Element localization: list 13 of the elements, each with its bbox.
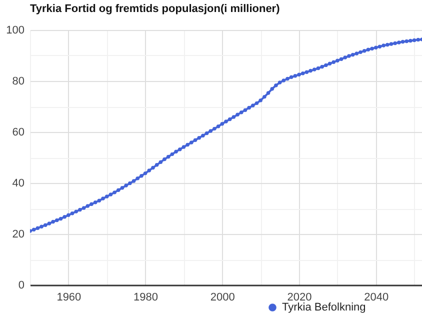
chart-title: Tyrkia Fortid og fremtids populasjon(i millioner)	[30, 3, 280, 15]
x-tick-label: 1960	[56, 292, 82, 304]
x-tick-label: 2020	[287, 292, 312, 304]
y-tick-label: 0	[18, 280, 24, 292]
x-tick-label: 2040	[364, 292, 389, 304]
x-tick-label: 1980	[134, 292, 158, 304]
y-tick-label: 100	[6, 24, 24, 36]
y-tick-label: 60	[12, 126, 24, 138]
legend-label: Tyrkia Befolkning	[282, 302, 366, 314]
y-tick-label: 40	[12, 178, 24, 190]
x-tick-label: 2000	[210, 292, 235, 304]
y-tick-label: 20	[12, 228, 24, 240]
y-tick-label: 80	[12, 76, 24, 88]
